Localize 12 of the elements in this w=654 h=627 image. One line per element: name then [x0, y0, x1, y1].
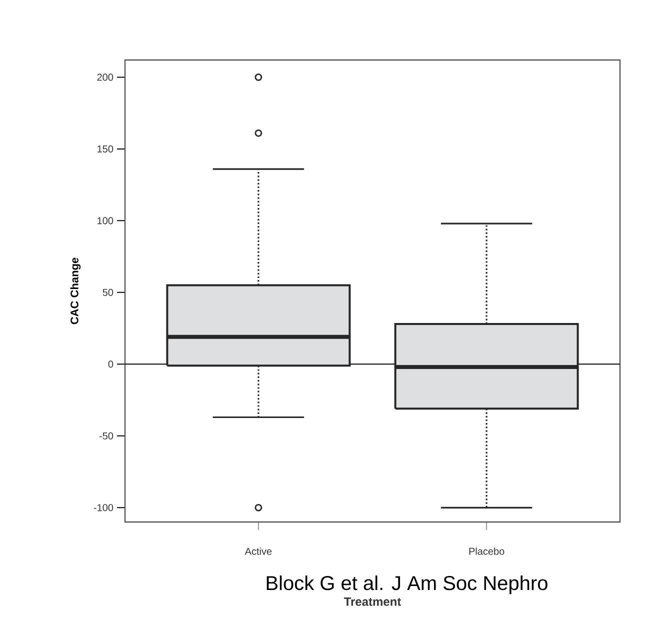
y-axis-title: CAC Change — [70, 258, 81, 324]
text: Block G et al. J Am Soc Nephro — [266, 575, 548, 594]
y-tick-label: 50 — [102, 288, 114, 296]
y-tick-label: -100 — [94, 504, 114, 512]
x-axis-title: Treatment — [344, 598, 402, 606]
y-tick-label: 0 — [108, 360, 114, 368]
x-tick-label: Placebo — [469, 548, 504, 555]
x-tick-label: Active — [244, 548, 272, 555]
y-tick-label: 150 — [98, 145, 114, 152]
y-tick-label: -50 — [99, 432, 114, 440]
y-tick-label: 200 — [97, 74, 114, 81]
y-tick-label: 100 — [98, 217, 114, 224]
